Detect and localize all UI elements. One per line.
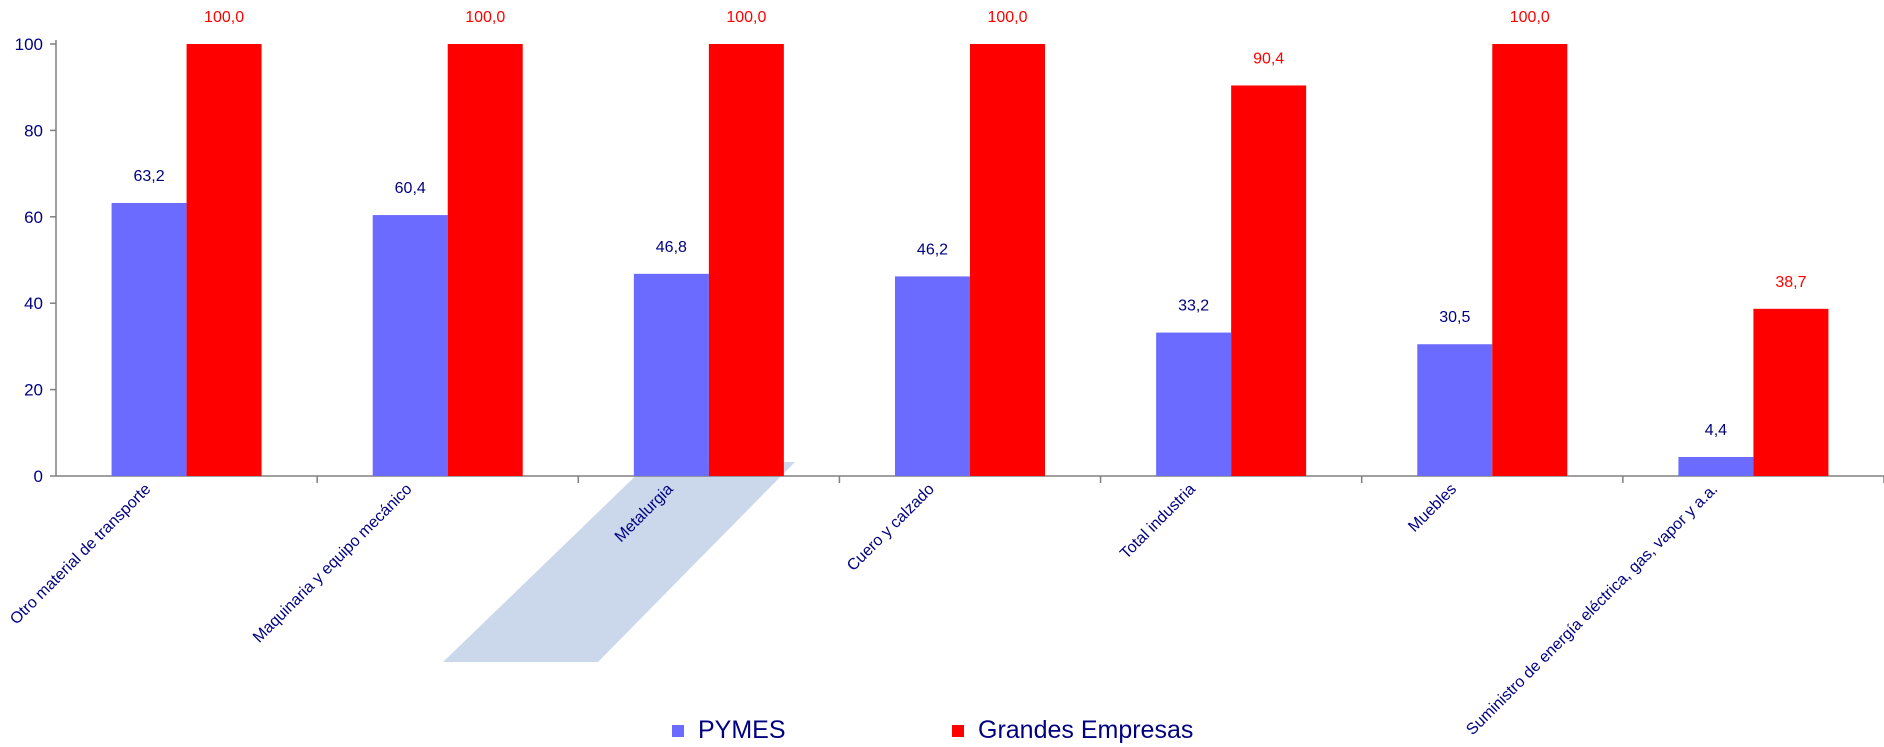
y-tick-label: 0 — [34, 467, 43, 486]
legend: PYMES Grandes Empresas — [0, 716, 1884, 746]
bar-pymes — [895, 276, 970, 476]
y-tick-label: 60 — [24, 208, 43, 227]
bar-pymes — [633, 273, 709, 476]
value-label-grandes-empresas: 100,0 — [204, 9, 244, 26]
value-label-grandes-empresas: 90,4 — [1253, 50, 1284, 67]
bar-grandes-empresas — [708, 44, 784, 476]
bar-grandes-empresas — [1492, 44, 1568, 476]
value-label-pymes: 30,5 — [1439, 309, 1470, 326]
bar-pymes — [372, 215, 448, 476]
bar-grandes-empresas — [1231, 85, 1307, 477]
value-labels: 63,2 100,0 60,4 100,0 46,8 100,0 46,2 100,0 33,2… — [134, 9, 1807, 439]
bar-pymes — [111, 202, 187, 476]
value-label-pymes: 33,2 — [1178, 298, 1209, 315]
value-label-pymes: 4,4 — [1705, 422, 1727, 439]
chart-bars — [111, 44, 1829, 477]
value-label-grandes-empresas: 100,0 — [726, 9, 766, 26]
value-label-grandes-empresas: 100,0 — [987, 9, 1027, 26]
legend-item-grandes-empresas: Grandes Empresas — [952, 716, 1193, 745]
legend-label-grandes-empresas: Grandes Empresas — [978, 716, 1194, 744]
value-label-pymes: 63,2 — [134, 168, 165, 185]
y-tick-label: 80 — [24, 121, 43, 140]
legend-label-pymes: PYMES — [698, 716, 786, 744]
value-label-pymes: 46,2 — [917, 241, 948, 258]
value-label-grandes-empresas: 38,7 — [1775, 274, 1806, 291]
y-tick-label: 20 — [24, 381, 43, 400]
bar-pymes — [1678, 456, 1754, 476]
y-tick-labels: 0 20 40 60 80 100 — [15, 35, 43, 486]
y-tick-label: 40 — [24, 294, 43, 313]
value-label-grandes-empresas: 100,0 — [1510, 9, 1550, 26]
category-label: Total industria — [1117, 481, 1199, 563]
value-label-pymes: 60,4 — [395, 180, 426, 197]
y-tick-label: 100 — [15, 35, 43, 54]
value-label-grandes-empresas: 100,0 — [465, 9, 505, 26]
legend-swatch-grandes-empresas — [952, 724, 964, 737]
bar-pymes — [1417, 344, 1493, 476]
category-labels: Otro material de transporte Maquinaria y … — [7, 481, 1721, 739]
bar-grandes-empresas — [186, 44, 262, 476]
bar-grandes-empresas — [447, 44, 523, 476]
legend-swatch-pymes — [672, 724, 684, 737]
category-label: Maquinaria y equipo mecánico — [250, 481, 416, 647]
category-label: Cuero y calzado — [844, 481, 938, 575]
category-label: Muebles — [1405, 481, 1460, 536]
category-label: Suministro de energía eléctrica, gas, va… — [1463, 481, 1721, 739]
bar-grandes-empresas — [970, 44, 1045, 476]
category-label: Otro material de transporte — [7, 481, 154, 628]
bar-grandes-empresas — [1753, 308, 1829, 476]
legend-item-pymes: PYMES — [672, 716, 786, 745]
value-label-pymes: 46,8 — [656, 239, 687, 256]
decorative-parallelogram — [443, 462, 795, 662]
bar-pymes — [1156, 332, 1232, 476]
